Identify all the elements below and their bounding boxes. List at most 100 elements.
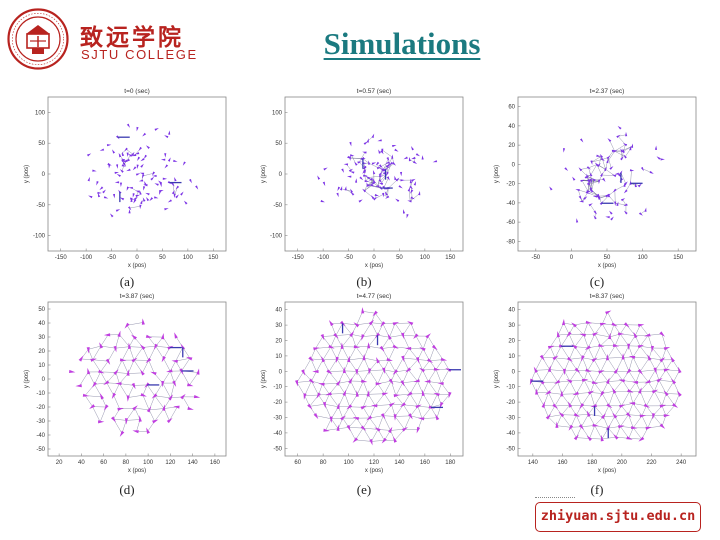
graph-edge — [369, 369, 385, 371]
agent-marker — [549, 186, 553, 191]
agent-marker — [187, 383, 194, 387]
agent-marker — [139, 172, 145, 175]
site-url-badge[interactable]: zhiyuan.sjtu.edu.cn — [535, 502, 701, 532]
graph-edge — [127, 322, 144, 326]
agent-marker — [581, 355, 585, 362]
agent-marker — [611, 174, 617, 178]
plot-title: t=0 (sec) — [124, 88, 149, 95]
agent-marker — [126, 123, 131, 128]
y-tick-label: -10 — [506, 385, 515, 391]
y-tick-label: 10 — [275, 354, 282, 360]
agent-marker — [111, 392, 117, 400]
graph-edge — [356, 322, 372, 326]
agent-marker — [143, 184, 148, 187]
graph-edge — [614, 414, 629, 417]
graph-edge — [417, 381, 424, 394]
scatter-plot-0: t=0 (sec) -150 -100 -50 0 50 100 150 100 50 0 -50 -1… — [24, 88, 227, 269]
graph-edge — [388, 359, 396, 372]
y-tick-label: 50 — [38, 307, 45, 313]
graph-edge — [368, 393, 385, 395]
agent-marker — [586, 179, 591, 184]
graph-edge — [315, 336, 323, 349]
agent-marker — [352, 437, 359, 443]
graph-edge — [647, 415, 654, 428]
graph-edge — [549, 369, 565, 372]
graph-edge — [162, 371, 171, 384]
y-tick-label: -10 — [36, 391, 45, 397]
agent-marker — [626, 436, 633, 440]
x-tick-label: 50 — [604, 255, 611, 261]
graph-edge — [568, 334, 575, 347]
agent-marker — [142, 132, 147, 137]
graph-edge — [384, 369, 396, 373]
graph-edge — [620, 172, 626, 184]
agent-marker — [410, 146, 414, 151]
agent-marker — [137, 156, 141, 161]
agent-marker — [413, 333, 419, 340]
graph-edge — [435, 369, 442, 384]
agent-marker — [586, 182, 592, 186]
graph-edge — [629, 391, 634, 404]
agent-marker — [368, 368, 372, 375]
panel-d: t=3.87 (sec) 20 40 60 80 100 120 140 160 50 40 30 20… — [22, 290, 232, 495]
agent-marker — [322, 401, 326, 409]
footer-divider — [535, 497, 575, 498]
agent-marker — [112, 149, 116, 154]
agent-marker — [659, 357, 666, 363]
graph-edge — [355, 346, 365, 359]
agent-marker — [145, 192, 150, 196]
agent-marker — [371, 162, 377, 165]
agent-marker — [606, 155, 611, 160]
agent-marker — [593, 215, 597, 220]
agent-marker — [145, 334, 153, 338]
graph-edge — [348, 357, 365, 361]
graph-edge — [578, 189, 588, 193]
graph-edge — [666, 381, 674, 394]
x-tick-label: 80 — [320, 460, 327, 466]
graph-edge — [106, 372, 117, 383]
graph-edge — [654, 391, 667, 394]
agent-marker — [597, 163, 601, 168]
y-tick-label: 50 — [38, 141, 45, 147]
panel-a: t=0 (sec) -150 -100 -50 0 50 100 150 100 50 0 -50 -1… — [22, 85, 232, 290]
agent-marker — [623, 189, 628, 194]
agent-marker — [168, 394, 174, 401]
agent-marker — [152, 174, 157, 178]
agent-marker — [413, 379, 420, 383]
agent-marker — [387, 333, 392, 340]
agent-marker — [123, 159, 128, 163]
graph-edge — [620, 414, 629, 427]
graph-edge — [639, 346, 650, 359]
agent-marker — [138, 415, 142, 422]
agent-marker — [625, 131, 628, 137]
agent-marker — [154, 127, 159, 131]
graph-edge — [602, 159, 606, 170]
agent-marker — [395, 177, 400, 182]
caption-b: (b) — [356, 274, 372, 289]
graph-edge — [368, 346, 383, 349]
agent-marker — [103, 404, 109, 411]
x-tick-label: -100 — [80, 255, 93, 261]
agent-marker — [102, 189, 106, 194]
agent-marker — [392, 145, 397, 148]
agent-marker — [535, 388, 539, 395]
agent-marker — [354, 178, 358, 183]
agent-marker — [122, 151, 125, 157]
y-tick-label: 10 — [38, 363, 45, 369]
agent-marker — [378, 149, 381, 154]
y-tick-label: -20 — [273, 400, 282, 406]
agent-marker — [326, 369, 333, 375]
agent-marker — [558, 411, 565, 418]
graph-edge — [154, 395, 171, 399]
agent-marker — [185, 356, 193, 361]
graph-edge — [635, 382, 641, 392]
y-tick-label: 40 — [38, 321, 45, 327]
agent-marker — [576, 218, 579, 223]
agent-marker — [146, 196, 150, 202]
graph-edge — [162, 383, 171, 398]
graph-edge — [172, 184, 175, 196]
graph-edge — [325, 418, 332, 431]
agent-marker — [385, 195, 390, 199]
y-tick-label: -50 — [36, 203, 45, 209]
graph-edge — [336, 359, 345, 371]
